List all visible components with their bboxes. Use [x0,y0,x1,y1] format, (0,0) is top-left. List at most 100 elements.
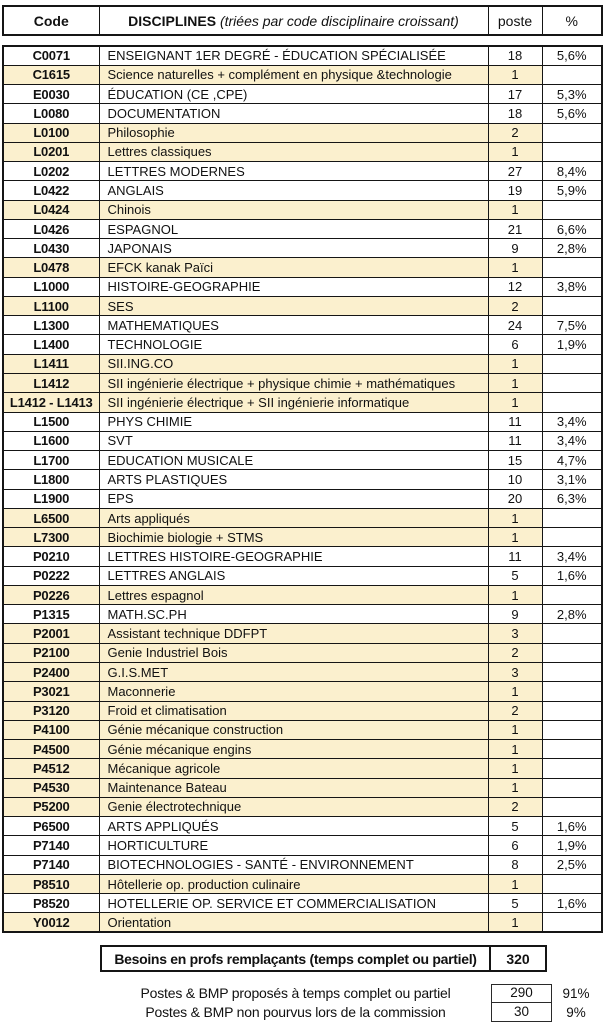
cell-code: P1315 [2,604,100,625]
cell-pct [541,700,603,721]
cell-disc: EPS [98,488,489,509]
table-row: P4530 Maintenance Bateau 1 [2,777,603,798]
table-row: L1300 MATHEMATIQUES 24 7,5% [2,315,603,336]
table-row: L0201 Lettres classiques 1 [2,141,603,163]
cell-poste: 5 [487,893,543,914]
besoins-total: 320 [489,945,547,973]
cell-code: L0426 [2,218,100,240]
cell-code: P8510 [2,873,100,895]
cell-disc: Philosophie [98,122,489,143]
cell-pct [541,392,603,413]
cell-poste: 1 [487,392,543,413]
cell-code: P6500 [2,816,100,837]
table-row: L1800 ARTS PLASTIQUES 10 3,1% [2,469,603,490]
cell-poste: 1 [487,739,543,760]
cell-poste: 1 [487,257,543,278]
table-row: P0222 LETTRES ANGLAIS 5 1,6% [2,565,603,586]
table-row: L1400 TECHNOLOGIE 6 1,9% [2,334,603,355]
cell-pct [541,623,603,644]
cell-poste: 2 [487,295,543,317]
cell-pct: 3,4% [541,430,603,452]
cell-pct: 5,6% [541,45,603,66]
header-row: Code DISCIPLINES (triées par code discip… [2,5,603,36]
table-row: P2001 Assistant technique DDFPT 3 [2,623,603,644]
cell-poste: 1 [487,873,543,895]
table-row: L1100 SES 2 [2,295,603,317]
cell-pct: 3,1% [541,469,603,490]
cell-code: L1600 [2,430,100,452]
table-row: P8520 HOTELLERIE OP. SERVICE ET COMMERCIA… [2,893,603,914]
cell-poste: 9 [487,604,543,625]
cell-poste: 1 [487,199,543,220]
table-row: P3021 Maconnerie 1 [2,681,603,702]
cell-poste: 3 [487,623,543,644]
cell-poste: 11 [487,430,543,452]
table-row: P5200 Genie électrotechnique 2 [2,796,603,818]
cell-pct [541,642,603,664]
cell-pct: 8,4% [541,161,603,182]
cell-disc: Assistant technique DDFPT [98,623,489,644]
cell-disc: Biochimie biologie + STMS [98,527,489,548]
table-row: L0202 LETTRES MODERNES 27 8,4% [2,161,603,182]
cell-disc: SII ingénierie électrique + SII ingénier… [98,392,489,413]
summary-line-pct: 91% [562,986,590,1002]
cell-pct: 4,7% [541,450,603,471]
cell-pct [541,257,603,278]
table-row: L1700 EDUCATION MUSICALE 15 4,7% [2,450,603,471]
besoins-label: Besoins en profs remplaçants (temps comp… [100,945,491,973]
cell-disc: HOTELLERIE OP. SERVICE ET COMMERCIALISAT… [98,893,489,914]
cell-pct: 5,3% [541,84,603,105]
cell-disc: Maintenance Bateau [98,777,489,798]
table-row: L0422 ANGLAIS 19 5,9% [2,180,603,201]
summary-line-label: Postes & BMP non pourvus lors de la comm… [145,1004,446,1021]
cell-poste: 1 [487,527,543,548]
cell-pct [541,661,603,683]
cell-poste: 11 [487,411,543,432]
cell-pct: 1,6% [541,816,603,837]
cell-code: P2100 [2,642,100,664]
table-row: L0080 DOCUMENTATION 18 5,6% [2,103,603,124]
cell-poste: 1 [487,719,543,741]
table-row: L1412 - L1413 SII ingénierie électrique +… [2,392,603,413]
cell-poste: 1 [487,507,543,529]
table-row: L1000 HISTOIRE-GEOGRAPHIE 12 3,8% [2,276,603,297]
cell-code: L0478 [2,257,100,278]
table-row: P4100 Génie mécanique construction 1 [2,719,603,741]
table-row: P7140 BIOTECHNOLOGIES - SANTÉ - ENVIRONNE… [2,854,603,875]
cell-code: P7140 [2,835,100,856]
cell-code: P8520 [2,893,100,914]
cell-disc: HISTOIRE-GEOGRAPHIE [98,276,489,297]
cell-pct [541,758,603,779]
cell-pct: 7,5% [541,315,603,336]
table-row: L0100 Philosophie 2 [2,122,603,143]
cell-poste: 6 [487,334,543,355]
cell-code: C1615 [2,64,100,86]
table-row: L6500 Arts appliqués 1 [2,507,603,529]
cell-code: L1300 [2,315,100,336]
cell-disc: ÉDUCATION (CE ,CPE) [98,84,489,105]
table-row: P0210 LETTRES HISTOIRE-GEOGRAPHIE 11 3,4% [2,546,603,567]
cell-poste: 19 [487,180,543,201]
cell-poste: 1 [487,584,543,606]
cell-disc: ARTS APPLIQUÉS [98,816,489,837]
cell-poste: 1 [487,758,543,779]
cell-disc: Lettres espagnol [98,584,489,606]
cell-code: L0080 [2,103,100,124]
cell-disc: Orientation [98,912,489,933]
disciplines-table: C0071 ENSEIGNANT 1ER DEGRÉ - ÉDUCATION SP… [2,45,603,934]
table-row: P8510 Hôtellerie op. production culinaire… [2,873,603,895]
cell-pct [541,353,603,375]
table-row: L7300 Biochimie biologie + STMS 1 [2,527,603,548]
cell-code: P0222 [2,565,100,586]
cell-disc: LETTRES ANGLAIS [98,565,489,586]
cell-code: L1700 [2,450,100,471]
header-disciplines-title: DISCIPLINES [128,12,217,29]
cell-poste: 27 [487,161,543,182]
cell-code: L0422 [2,180,100,201]
cell-code: L1100 [2,295,100,317]
cell-disc: MATH.SC.PH [98,604,489,625]
table-row: P2400 G.I.S.MET 3 [2,661,603,683]
cell-pct [541,295,603,317]
cell-pct [541,873,603,895]
cell-poste: 1 [487,912,543,933]
